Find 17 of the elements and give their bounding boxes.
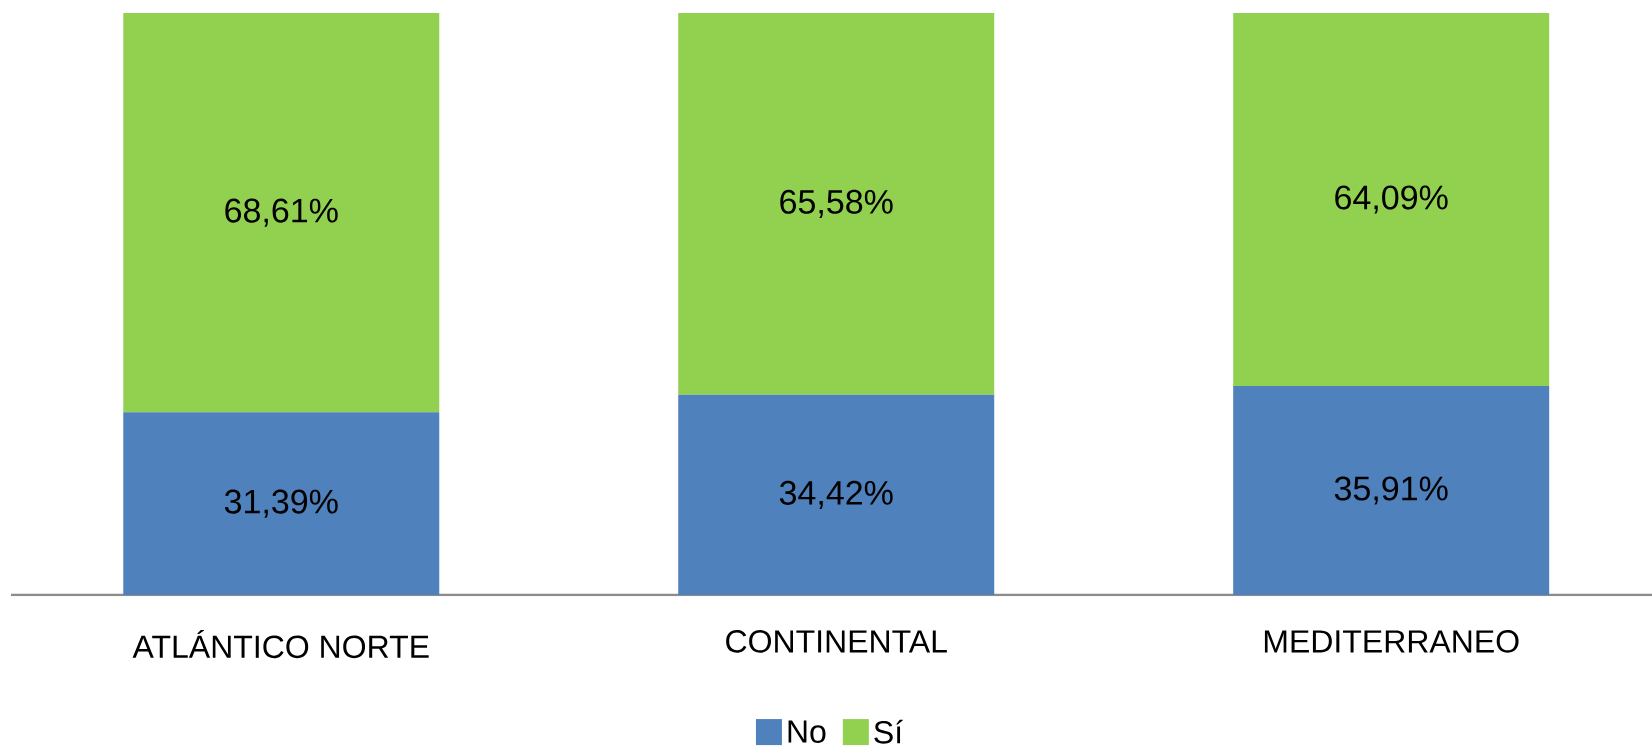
bar <box>1233 12 1550 386</box>
data-label: 35,91% <box>1334 476 1448 505</box>
bar <box>678 394 995 595</box>
data-label: 64,09% <box>1335 185 1448 214</box>
x-tick-label: CONTINENTAL <box>726 630 947 653</box>
data-label: 68,61% <box>225 198 338 227</box>
x-tick-label: ATLÁNTICO NORTE <box>132 630 429 659</box>
data-label: 31,39% <box>224 489 338 518</box>
data-label: 65,58% <box>780 189 893 218</box>
legend-label: Sí <box>874 719 903 744</box>
bar <box>123 12 440 413</box>
data-label: 34,42% <box>779 480 893 509</box>
x-tick-label: MEDITERRANEO <box>1264 630 1519 653</box>
bar <box>123 412 440 595</box>
bar <box>1233 386 1550 595</box>
legend-label: No <box>788 720 826 743</box>
bar <box>678 12 995 395</box>
